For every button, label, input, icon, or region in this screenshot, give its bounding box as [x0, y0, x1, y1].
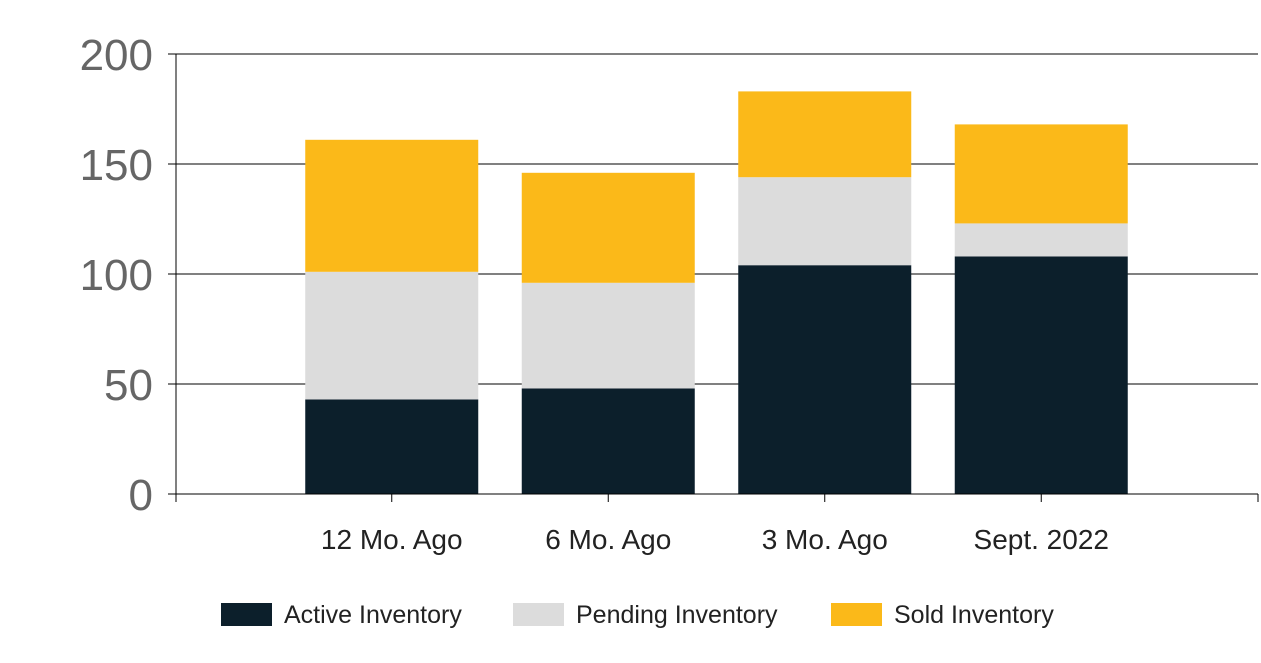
bar-sold-inventory-0	[305, 139, 479, 272]
x-axis-tick-labels: 12 Mo. Ago 6 Mo. Ago 3 Mo. Ago Sept. 2022	[321, 524, 1109, 555]
bar-sold-inventory-1	[521, 172, 695, 283]
y-tick-label: 0	[129, 471, 153, 520]
legend-label-sold-inventory: Sold Inventory	[894, 601, 1054, 629]
bar-pending-inventory-2	[738, 177, 912, 266]
bar-pending-inventory-3	[954, 223, 1128, 257]
legend-swatch-sold-inventory	[831, 603, 882, 626]
bars	[305, 91, 1128, 494]
bar-sold-inventory-2	[738, 91, 912, 178]
legend: Active Inventory Pending Inventory Sold In…	[221, 601, 1054, 629]
bar-pending-inventory-0	[305, 271, 479, 400]
bar-pending-inventory-1	[521, 282, 695, 389]
y-axis-tick-labels: 0 50 100 150 200	[80, 31, 153, 520]
y-tick-label: 200	[80, 31, 153, 80]
x-tick-label: 12 Mo. Ago	[321, 524, 463, 555]
legend-swatch-active-inventory	[221, 603, 272, 626]
bar-active-inventory-3	[954, 256, 1128, 494]
x-tick-label: Sept. 2022	[974, 524, 1109, 555]
bar-active-inventory-2	[738, 265, 912, 494]
x-tick-label: 3 Mo. Ago	[762, 524, 888, 555]
axes	[168, 53, 1259, 502]
y-tick-label: 100	[80, 251, 153, 300]
x-tick-label: 6 Mo. Ago	[545, 524, 671, 555]
y-tick-label: 150	[80, 141, 153, 190]
bar-active-inventory-1	[521, 388, 695, 494]
y-tick-label: 50	[104, 361, 153, 410]
bar-active-inventory-0	[305, 399, 479, 494]
bar-sold-inventory-3	[954, 124, 1128, 224]
legend-label-active-inventory: Active Inventory	[284, 601, 462, 629]
legend-swatch-pending-inventory	[513, 603, 564, 626]
legend-label-pending-inventory: Pending Inventory	[576, 601, 778, 629]
